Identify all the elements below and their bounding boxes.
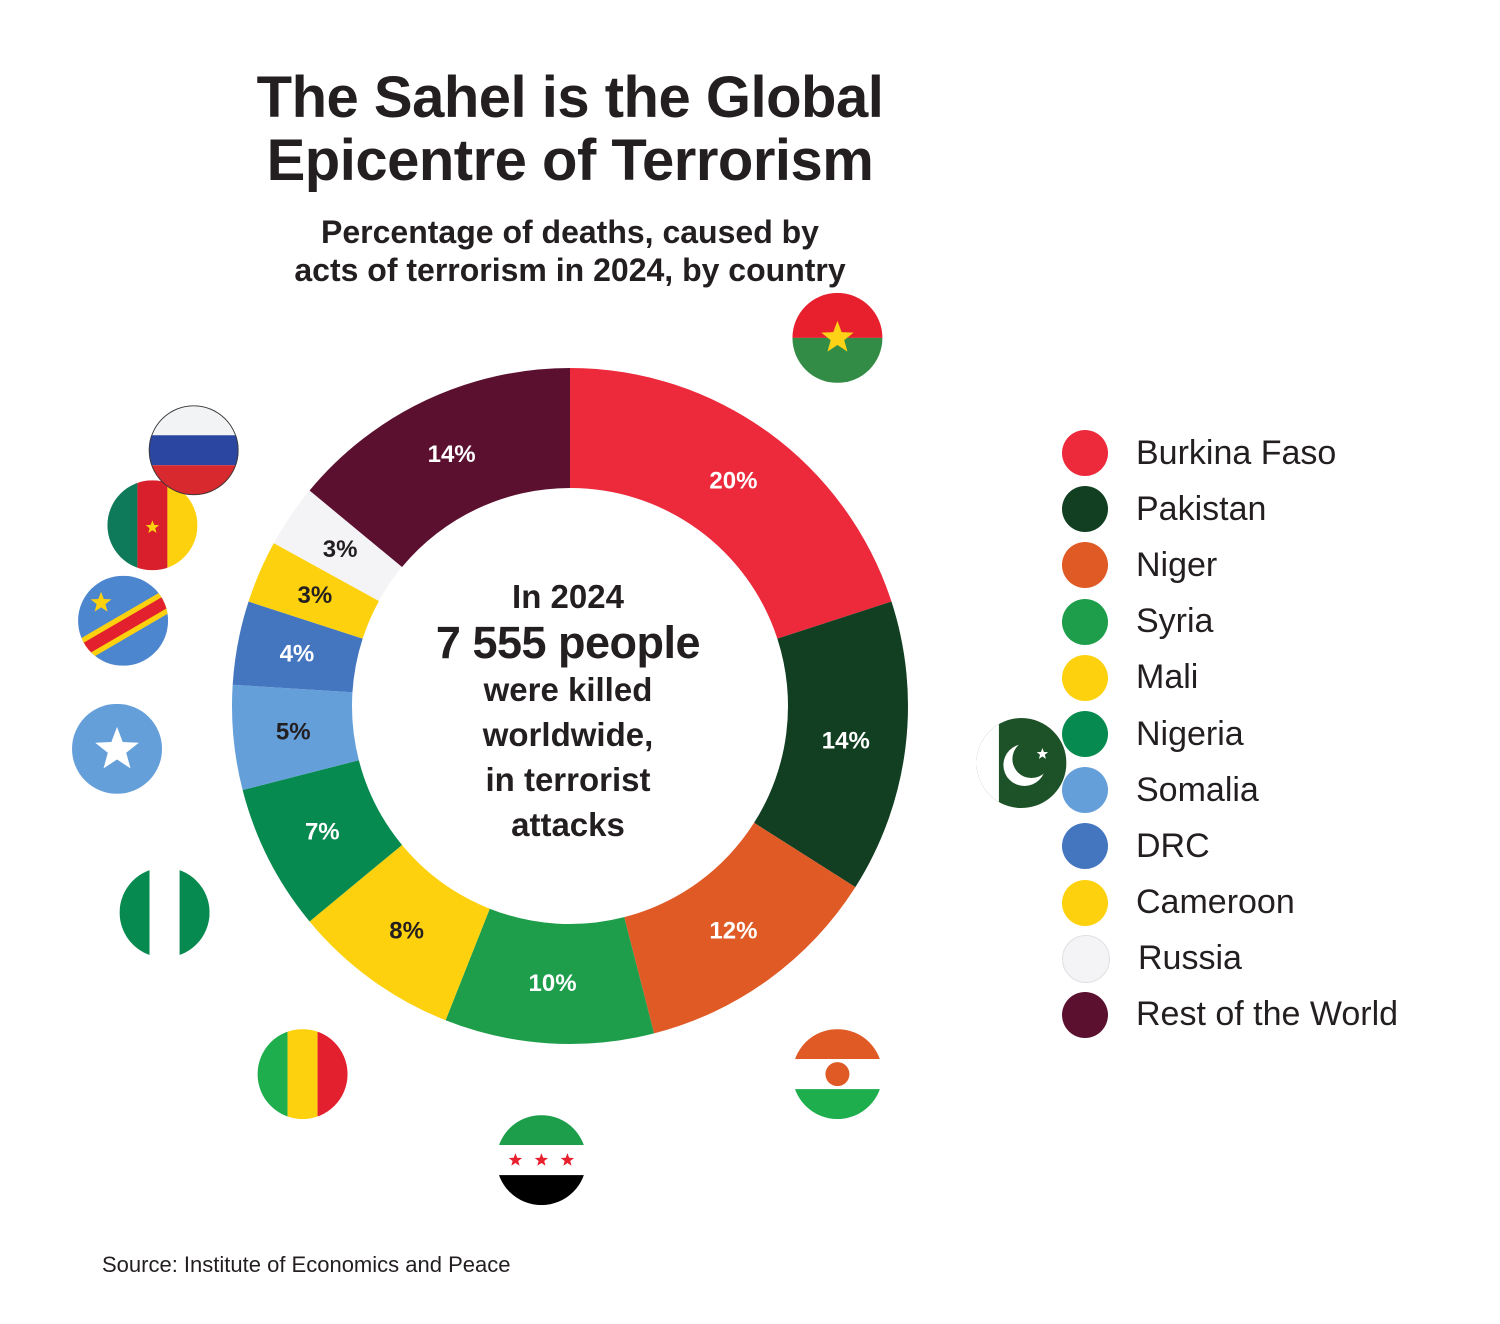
drc-flag-icon (78, 575, 169, 666)
legend-swatch (1062, 654, 1108, 701)
legend-swatch (1062, 823, 1108, 870)
legend-label: Somalia (1136, 770, 1259, 809)
donut-slice-burkina-faso (570, 368, 892, 639)
legend-swatch (1062, 486, 1108, 533)
legend-swatch (1062, 711, 1108, 758)
nigeria-flag-icon (119, 867, 210, 958)
legend-item: Pakistan (1062, 481, 1482, 537)
donut-slice-russia (273, 490, 403, 601)
legend-label: Russia (1138, 939, 1242, 978)
legend-label: Mali (1136, 658, 1199, 697)
donut-slice-syria (445, 908, 655, 1044)
legend-item: Rest of the World (1062, 987, 1482, 1043)
legend-item: Syria (1062, 594, 1482, 650)
legend-label: DRC (1136, 826, 1210, 865)
legend-item: Niger (1062, 537, 1482, 593)
pakistan-flag-icon (976, 718, 1067, 809)
legend-item: Russia (1062, 931, 1482, 987)
legend-label: Rest of the World (1136, 995, 1399, 1034)
mali-flag-icon (257, 1029, 348, 1120)
chart-title-line: Epicentre of Terrorism (266, 128, 874, 193)
legend-swatch (1062, 598, 1108, 645)
legend-label: Nigeria (1136, 714, 1244, 753)
legend-swatch (1062, 542, 1108, 589)
donut-slice-niger (624, 822, 856, 1034)
legend-swatch (1062, 991, 1108, 1038)
slice-value-label: 7% (305, 819, 340, 846)
center-caption-line: worldwide, (482, 716, 654, 753)
legend-swatch (1062, 934, 1110, 983)
center-caption-line: were killed (483, 671, 653, 708)
center-year-text: In 2024 (512, 578, 624, 615)
chart-subtitle: Percentage of deaths, caused by acts of … (170, 213, 970, 289)
niger-flag-icon (792, 1029, 883, 1120)
center-annotation: In 2024 7 555 people were killed worldwi… (400, 574, 736, 847)
legend-item: Cameroon (1062, 875, 1482, 931)
source-note: Source: Institute of Economics and Peace (102, 1252, 511, 1277)
center-caption-line: in terrorist (485, 761, 651, 798)
legend-swatch (1062, 879, 1108, 926)
legend-label: Burkina Faso (1136, 433, 1337, 472)
donut-slice-pakistan (754, 601, 908, 888)
center-count-text: 7 555 people (435, 617, 701, 668)
slice-value-label: 5% (276, 719, 311, 746)
legend-item: DRC (1062, 818, 1482, 874)
donut-slice-nigeria (242, 760, 403, 922)
slice-value-label: 14% (428, 441, 476, 468)
legend-item: Mali (1062, 650, 1482, 706)
syria-flag-icon (496, 1115, 587, 1206)
legend-item: Burkina Faso (1062, 425, 1482, 481)
legend-label: Syria (1136, 602, 1214, 641)
donut-slice-rest-of-the-world (309, 368, 570, 568)
slice-value-label: 3% (323, 536, 358, 563)
chart-legend: Burkina Faso Pakistan Niger Syria Mali Nigeri… (1062, 425, 1482, 1043)
burkina-faso-flag-icon (792, 292, 883, 383)
somalia-flag-icon (72, 703, 163, 794)
slice-value-label: 14% (822, 727, 870, 754)
center-caption-line: attacks (511, 806, 625, 843)
legend-label: Niger (1136, 545, 1218, 584)
russia-flag-icon (148, 405, 239, 496)
slice-value-label: 20% (709, 468, 757, 495)
slice-value-label: 8% (389, 917, 424, 944)
legend-swatch (1062, 430, 1108, 477)
chart-subtitle-line: Percentage of deaths, caused by (321, 214, 819, 250)
slice-value-label: 10% (529, 970, 577, 997)
legend-label: Cameroon (1136, 883, 1295, 922)
slice-value-label: 4% (280, 640, 315, 667)
donut-slice-mali (309, 844, 490, 1021)
legend-swatch (1062, 767, 1108, 814)
chart-subtitle-line: acts of terrorism in 2024, by country (294, 252, 846, 288)
donut-slice-somalia (232, 684, 359, 791)
slice-value-label: 3% (298, 582, 333, 609)
legend-label: Pakistan (1136, 489, 1267, 528)
legend-item: Nigeria (1062, 706, 1482, 762)
donut-slice-drc (232, 601, 363, 693)
legend-item: Somalia (1062, 762, 1482, 818)
chart-title: The Sahel is the Global Epicentre of Ter… (140, 66, 1000, 192)
slice-value-label: 12% (709, 917, 757, 944)
donut-slice-cameroon (248, 543, 379, 639)
chart-title-line: The Sahel is the Global (256, 65, 884, 130)
